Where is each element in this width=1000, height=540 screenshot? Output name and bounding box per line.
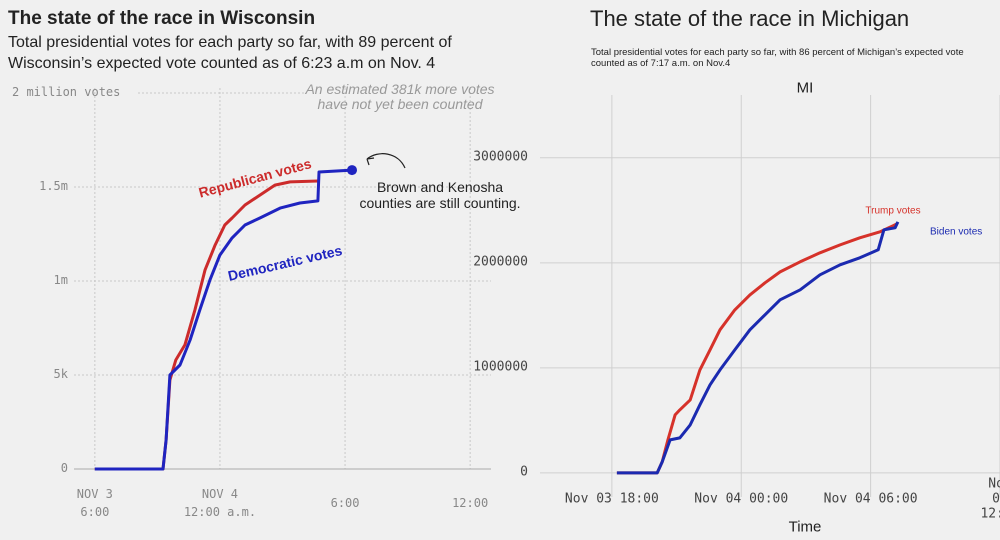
series-line: [616, 222, 898, 475]
x-tick-label: NOV 4 12:00 a.m.: [183, 487, 257, 519]
y-tick-label: 0: [520, 464, 528, 480]
x-tick-label: Nov 04 12:00: [980, 476, 1000, 522]
chart-title: The state of the race in Wisconsin: [8, 8, 316, 29]
annotation-arrow: [366, 153, 406, 169]
x-tick-label: 6:00: [330, 496, 360, 510]
x-axis-label: Time: [788, 518, 822, 536]
y-tick-label: 2000000: [473, 254, 528, 270]
y-tick-label: 1m: [53, 273, 68, 288]
y-tick-label: 2 million votes: [12, 85, 121, 100]
annotation: An estimated 381k more votes have not ye…: [305, 81, 495, 112]
y-tick-label: 0: [60, 461, 68, 476]
x-tick-label: 12:00: [452, 496, 489, 510]
end-dot: [347, 165, 357, 176]
arrow-head: [366, 157, 375, 166]
chart-subtitle: Total presidential votes for each party …: [8, 34, 452, 72]
x-tick-label: Nov 04 06:00: [823, 491, 918, 507]
x-tick-label: Nov 04 00:00: [694, 491, 789, 507]
series-label: Trump votes: [865, 205, 921, 217]
series-line: [616, 221, 900, 475]
y-tick-label: 1.5m: [39, 179, 68, 194]
chart-title: The state of the race in Michigan: [590, 6, 910, 31]
y-tick-label: 1000000: [473, 359, 528, 375]
panel-title: MI: [796, 79, 814, 97]
series-line: [94, 168, 353, 471]
annotation: Brown and Kenosha counties are still cou…: [359, 179, 521, 211]
x-tick-label: Nov 03 18:00: [564, 491, 659, 507]
x-tick-label: NOV 3 6:00: [76, 487, 113, 519]
chart-subtitle: Total presidential votes for each party …: [591, 47, 964, 69]
series-label: Biden votes: [930, 226, 983, 238]
y-tick-label: 5k: [53, 367, 68, 382]
y-tick-label: 3000000: [473, 149, 528, 165]
series-line: [94, 179, 318, 471]
